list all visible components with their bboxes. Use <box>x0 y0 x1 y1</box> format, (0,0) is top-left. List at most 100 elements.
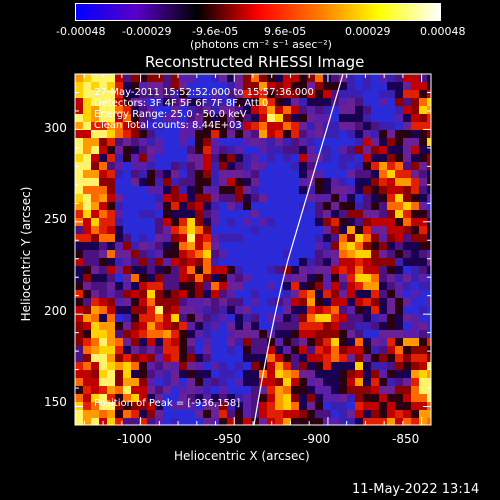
image-pixel <box>419 362 428 371</box>
image-pixel <box>227 90 236 99</box>
image-pixel <box>379 282 388 291</box>
image-pixel <box>235 138 244 147</box>
image-pixel <box>379 402 388 411</box>
image-pixel <box>339 322 348 331</box>
image-pixel <box>419 386 428 395</box>
image-pixel <box>347 362 356 371</box>
image-pixel <box>251 266 260 275</box>
image-pixel <box>379 290 388 299</box>
image-pixel <box>123 74 132 83</box>
image-pixel <box>355 346 364 355</box>
image-pixel <box>203 274 212 283</box>
image-pixel <box>139 114 148 123</box>
image-pixel <box>227 162 236 171</box>
image-pixel <box>403 162 412 171</box>
image-pixel <box>259 210 268 219</box>
image-pixel <box>267 146 276 155</box>
image-pixel <box>147 298 156 307</box>
image-pixel <box>347 410 356 419</box>
image-pixel <box>339 186 348 195</box>
image-pixel <box>387 346 396 355</box>
image-pixel <box>123 242 132 251</box>
image-pixel <box>147 410 156 419</box>
image-pixel <box>163 402 172 411</box>
image-pixel <box>267 154 276 163</box>
image-pixel <box>115 122 124 131</box>
image-pixel <box>395 330 404 339</box>
image-pixel <box>91 266 100 275</box>
image-pixel <box>147 282 156 291</box>
image-pixel <box>403 394 412 403</box>
image-pixel <box>275 130 284 139</box>
image-pixel <box>283 178 292 187</box>
image-pixel <box>363 202 372 211</box>
image-pixel <box>163 274 172 283</box>
image-pixel <box>115 362 124 371</box>
image-pixel <box>203 106 212 115</box>
image-pixel <box>275 250 284 259</box>
image-pixel <box>179 306 188 315</box>
image-pixel <box>131 242 140 251</box>
image-pixel <box>307 90 316 99</box>
image-pixel <box>179 146 188 155</box>
image-pixel <box>179 330 188 339</box>
image-pixel <box>307 210 316 219</box>
image-pixel <box>123 418 132 425</box>
image-pixel <box>363 370 372 379</box>
image-pixel <box>403 178 412 187</box>
image-pixel <box>219 162 228 171</box>
image-pixel <box>171 250 180 259</box>
image-pixel <box>387 138 396 147</box>
image-pixel <box>267 322 276 331</box>
image-pixel <box>331 306 340 315</box>
image-pixel <box>355 178 364 187</box>
image-pixel <box>243 130 252 139</box>
image-pixel <box>75 194 84 203</box>
image-pixel <box>371 298 380 307</box>
image-pixel <box>99 386 108 395</box>
image-pixel <box>291 178 300 187</box>
image-pixel <box>147 242 156 251</box>
image-pixel <box>259 314 268 323</box>
image-pixel <box>427 306 431 315</box>
image-pixel <box>147 82 156 91</box>
image-pixel <box>251 98 260 107</box>
image-pixel <box>211 162 220 171</box>
image-pixel <box>419 210 428 219</box>
image-pixel <box>179 74 188 83</box>
image-pixel <box>283 154 292 163</box>
image-pixel <box>371 306 380 315</box>
image-pixel <box>251 290 260 299</box>
image-pixel <box>339 274 348 283</box>
image-pixel <box>123 258 132 267</box>
image-pixel <box>83 346 92 355</box>
image-pixel <box>283 362 292 371</box>
image-pixel <box>195 146 204 155</box>
image-pixel <box>99 266 108 275</box>
image-pixel <box>147 186 156 195</box>
image-pixel <box>355 306 364 315</box>
image-pixel <box>131 298 140 307</box>
image-pixel <box>235 178 244 187</box>
image-pixel <box>331 106 340 115</box>
image-pixel <box>123 306 132 315</box>
image-pixel <box>83 90 92 99</box>
image-pixel <box>123 394 132 403</box>
info-clean-counts: Clean Total counts: 8.44E+03 <box>94 120 242 131</box>
image-pixel <box>123 314 132 323</box>
image-pixel <box>75 146 84 155</box>
image-pixel <box>227 74 236 83</box>
image-pixel <box>75 370 84 379</box>
image-pixel <box>355 226 364 235</box>
image-pixel <box>419 418 428 425</box>
image-pixel <box>283 346 292 355</box>
image-pixel <box>211 74 220 83</box>
image-pixel <box>331 82 340 91</box>
image-pixel <box>403 386 412 395</box>
image-pixel <box>219 370 228 379</box>
image-pixel <box>163 322 172 331</box>
image-pixel <box>243 146 252 155</box>
image-pixel <box>387 306 396 315</box>
image-pixel <box>411 354 420 363</box>
image-pixel <box>323 250 332 259</box>
